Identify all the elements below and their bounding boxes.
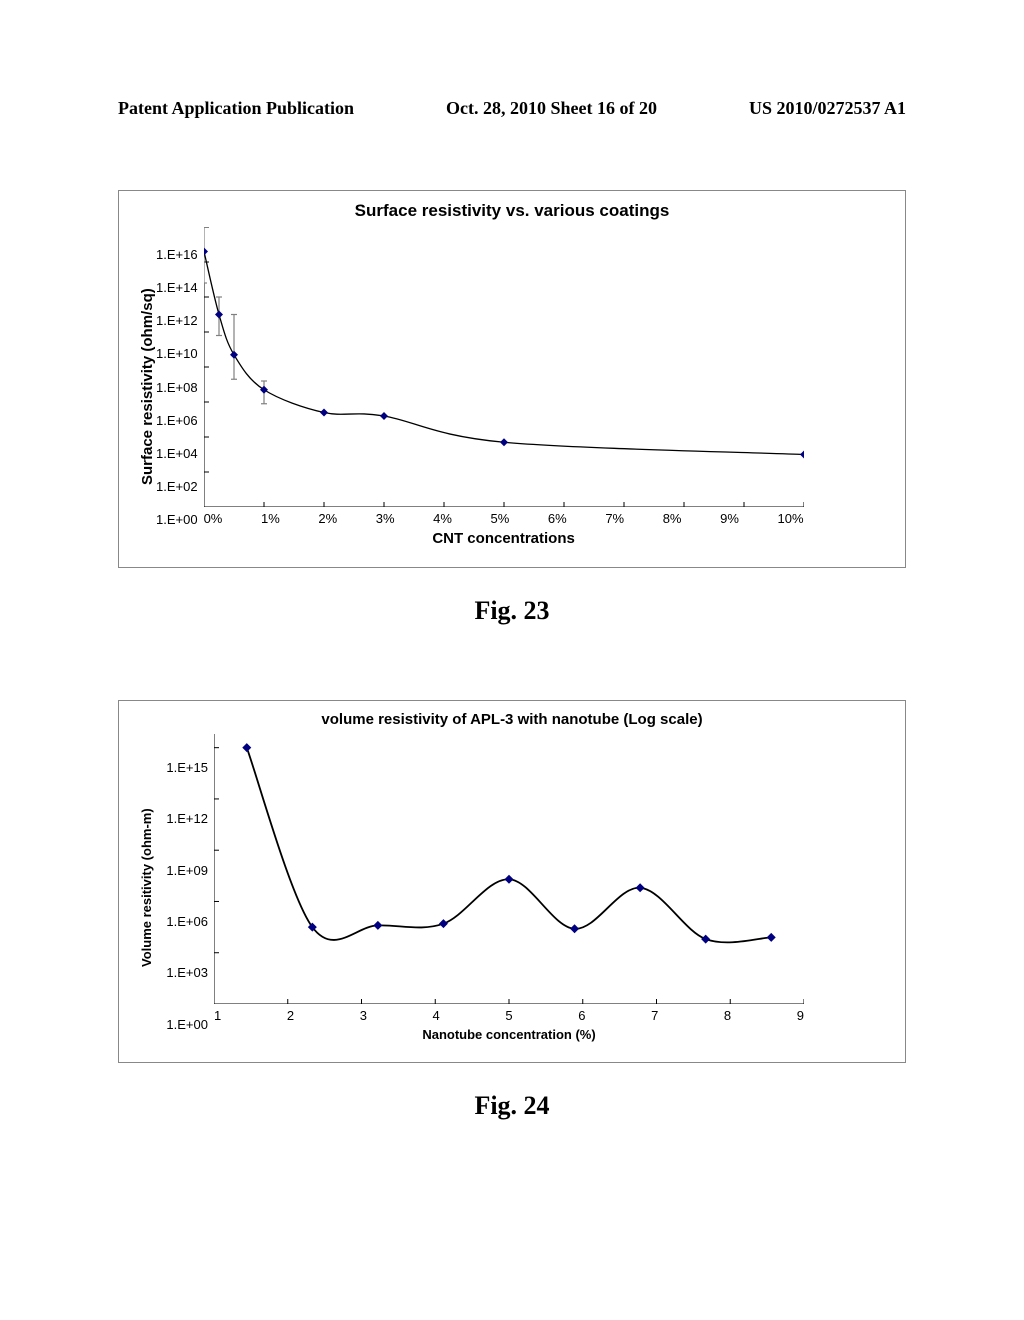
ytick-label: 1.E+14	[156, 280, 198, 295]
ytick-label: 1.E+00	[156, 512, 198, 527]
ytick-label: 1.E+02	[156, 479, 198, 494]
xtick-label: 1	[214, 1008, 221, 1023]
xtick-label: 3%	[376, 511, 395, 526]
xtick-label: 9	[797, 1008, 804, 1023]
ytick-label: 1.E+06	[166, 914, 208, 929]
xtick-label: 5	[505, 1008, 512, 1023]
fig23-ylabel: Surface resistivity (ohm/sq)	[139, 247, 156, 527]
fig24-ylabel: Volume resitivity (ohm-m)	[139, 753, 154, 1023]
ytick-label: 1.E+08	[156, 380, 198, 395]
ytick-label: 1.E+04	[156, 446, 198, 461]
ytick-label: 1.E+12	[156, 313, 198, 328]
fig23-xlabel: CNT concentrations	[204, 530, 804, 547]
xtick-label: 4	[433, 1008, 440, 1023]
ytick-label: 1.E+06	[156, 413, 198, 428]
ytick-label: 1.E+03	[166, 965, 208, 980]
ytick-label: 1.E+09	[166, 863, 208, 878]
xtick-label: 10%	[777, 511, 803, 526]
fig23-caption: Fig. 23	[118, 596, 906, 626]
xtick-label: 7%	[605, 511, 624, 526]
fig24-yticks: 1.E+151.E+121.E+091.E+061.E+031.E+00	[154, 753, 214, 1023]
fig24-xticks: 1 2 3 4 5 6 7 8 9	[214, 1004, 804, 1023]
xtick-label: 1%	[261, 511, 280, 526]
fig23-title: Surface resistivity vs. various coatings	[139, 201, 885, 221]
xtick-label: 2%	[318, 511, 337, 526]
fig23-xticks: 0% 1% 2% 3% 4% 5% 6% 7% 8% 9% 10%	[204, 507, 804, 526]
fig23-chart-frame: Surface resistivity vs. various coatings…	[118, 190, 906, 568]
xtick-label: 9%	[720, 511, 739, 526]
ytick-label: 1.E+00	[166, 1017, 208, 1032]
fig24-xlabel: Nanotube concentration (%)	[214, 1027, 804, 1042]
xtick-label: 8	[724, 1008, 731, 1023]
fig23-yticks: 1.E+16 1.E+14 1.E+12 1.E+10 1.E+08 1.E+06 1.E+…	[156, 247, 204, 527]
xtick-label: 7	[651, 1008, 658, 1023]
xtick-label: 4%	[433, 511, 452, 526]
fig23-plot-area	[204, 227, 804, 507]
figure-23: Surface resistivity vs. various coatings…	[118, 190, 906, 626]
figure-24: volume resistivity of APL-3 with nanotub…	[118, 700, 906, 1121]
xtick-label: 3	[360, 1008, 367, 1023]
ytick-label: 1.E+15	[166, 760, 208, 775]
fig24-svg	[214, 734, 804, 1004]
header-left: Patent Application Publication	[118, 98, 354, 119]
ytick-label: 1.E+12	[166, 811, 208, 826]
fig24-chart-frame: volume resistivity of APL-3 with nanotub…	[118, 700, 906, 1063]
fig23-svg	[204, 227, 804, 507]
xtick-label: 6	[578, 1008, 585, 1023]
ytick-label: 1.E+16	[156, 247, 198, 262]
page-header: Patent Application Publication Oct. 28, …	[118, 98, 906, 119]
xtick-label: 6%	[548, 511, 567, 526]
xtick-label: 2	[287, 1008, 294, 1023]
xtick-label: 8%	[663, 511, 682, 526]
xtick-label: 0%	[204, 511, 223, 526]
xtick-label: 5%	[491, 511, 510, 526]
header-right: US 2010/0272537 A1	[749, 98, 906, 119]
fig24-plot-area	[214, 734, 804, 1004]
fig24-caption: Fig. 24	[118, 1091, 906, 1121]
fig24-title: volume resistivity of APL-3 with nanotub…	[139, 711, 885, 728]
header-center: Oct. 28, 2010 Sheet 16 of 20	[446, 98, 657, 119]
ytick-label: 1.E+10	[156, 346, 198, 361]
